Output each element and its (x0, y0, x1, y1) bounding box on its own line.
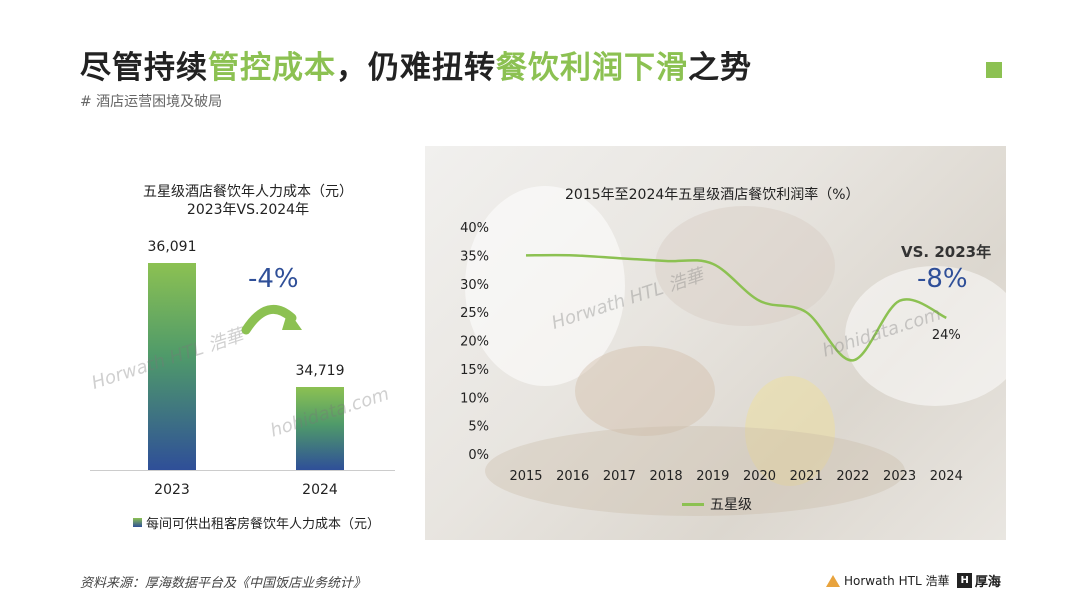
line-chart: 40% 35% 30% 25% 20% 15% 10% 5% 0% 2015 2016 2017 201… (460, 221, 963, 484)
bar-chart-title-line2: 2023年VS.2024年 (186, 202, 310, 218)
legend-swatch (133, 518, 142, 527)
background-photo (425, 146, 1006, 540)
bar-chart-title: 五星级酒店餐饮年人力成本（元） 2023年VS.2024年 (118, 183, 378, 219)
annotation-value: -8% (917, 264, 968, 294)
line-chart-legend: 五星级 (682, 494, 752, 514)
x-tick-label: 2022 (836, 469, 869, 484)
source-note: 资料来源：厚海数据平台及《中国饭店业务统计》 (80, 576, 367, 591)
y-tick-label: 40% (460, 221, 489, 236)
curved-arrow-icon (241, 305, 302, 335)
bar-2023 (148, 263, 196, 470)
y-tick-label: 10% (460, 391, 489, 406)
x-tick-label: 2023 (883, 469, 916, 484)
y-tick-label: 25% (460, 306, 489, 321)
corner-decoration (986, 62, 1002, 78)
bar-chart-legend: 每间可供出租客房餐饮年人力成本（元） (133, 513, 380, 532)
bar-value-label-2024: 34,719 (295, 362, 345, 379)
y-tick-label: 15% (460, 363, 489, 378)
horwath-logo: Horwath HTL 浩華 (826, 572, 949, 589)
x-tick-label: 2020 (743, 469, 776, 484)
horwath-logo-icon (826, 574, 840, 587)
x-tick-label: 2021 (790, 469, 823, 484)
annotation-label: VS. 2023年 (901, 243, 992, 261)
data-label-2024: 24% (932, 328, 961, 343)
line-chart-title: 2015年至2024年五星级酒店餐饮利润率（%） (565, 187, 860, 203)
bar-value-label-2023: 36,091 (147, 239, 197, 255)
y-tick-label: 20% (460, 335, 489, 350)
hohidata-logo: H 厚海 (957, 571, 1001, 590)
x-tick-label: 2018 (650, 469, 683, 484)
x-tick-label: 2019 (696, 469, 729, 484)
y-tick-label: 30% (460, 278, 489, 293)
x-tick-label: 2016 (556, 469, 589, 484)
series-line-five-star (525, 253, 947, 362)
x-tick-label: 2024 (930, 469, 963, 484)
y-tick-label: 35% (460, 249, 489, 264)
footer-logos: Horwath HTL 浩華 H 厚海 (826, 571, 1001, 590)
bar-2024 (296, 386, 344, 470)
page-title: 尽管持续管控成本，仍难扭转餐饮利润下滑之势 (80, 50, 752, 86)
x-tick-label: 2015 (509, 469, 542, 484)
bar-chart-baseline (90, 470, 395, 471)
bar-change-label: -4% (248, 264, 299, 294)
page-subtitle: # 酒店运营困境及破局 (80, 94, 223, 110)
bar-x-label-2023: 2023 (154, 482, 190, 498)
y-tick-label: 0% (468, 448, 489, 463)
x-tick-label: 2017 (603, 469, 636, 484)
y-tick-label: 5% (468, 420, 489, 435)
bar-chart-title-line1: 五星级酒店餐饮年人力成本（元） (143, 184, 353, 200)
bar-x-label-2024: 2024 (302, 482, 338, 498)
legend-line-swatch (682, 502, 704, 506)
